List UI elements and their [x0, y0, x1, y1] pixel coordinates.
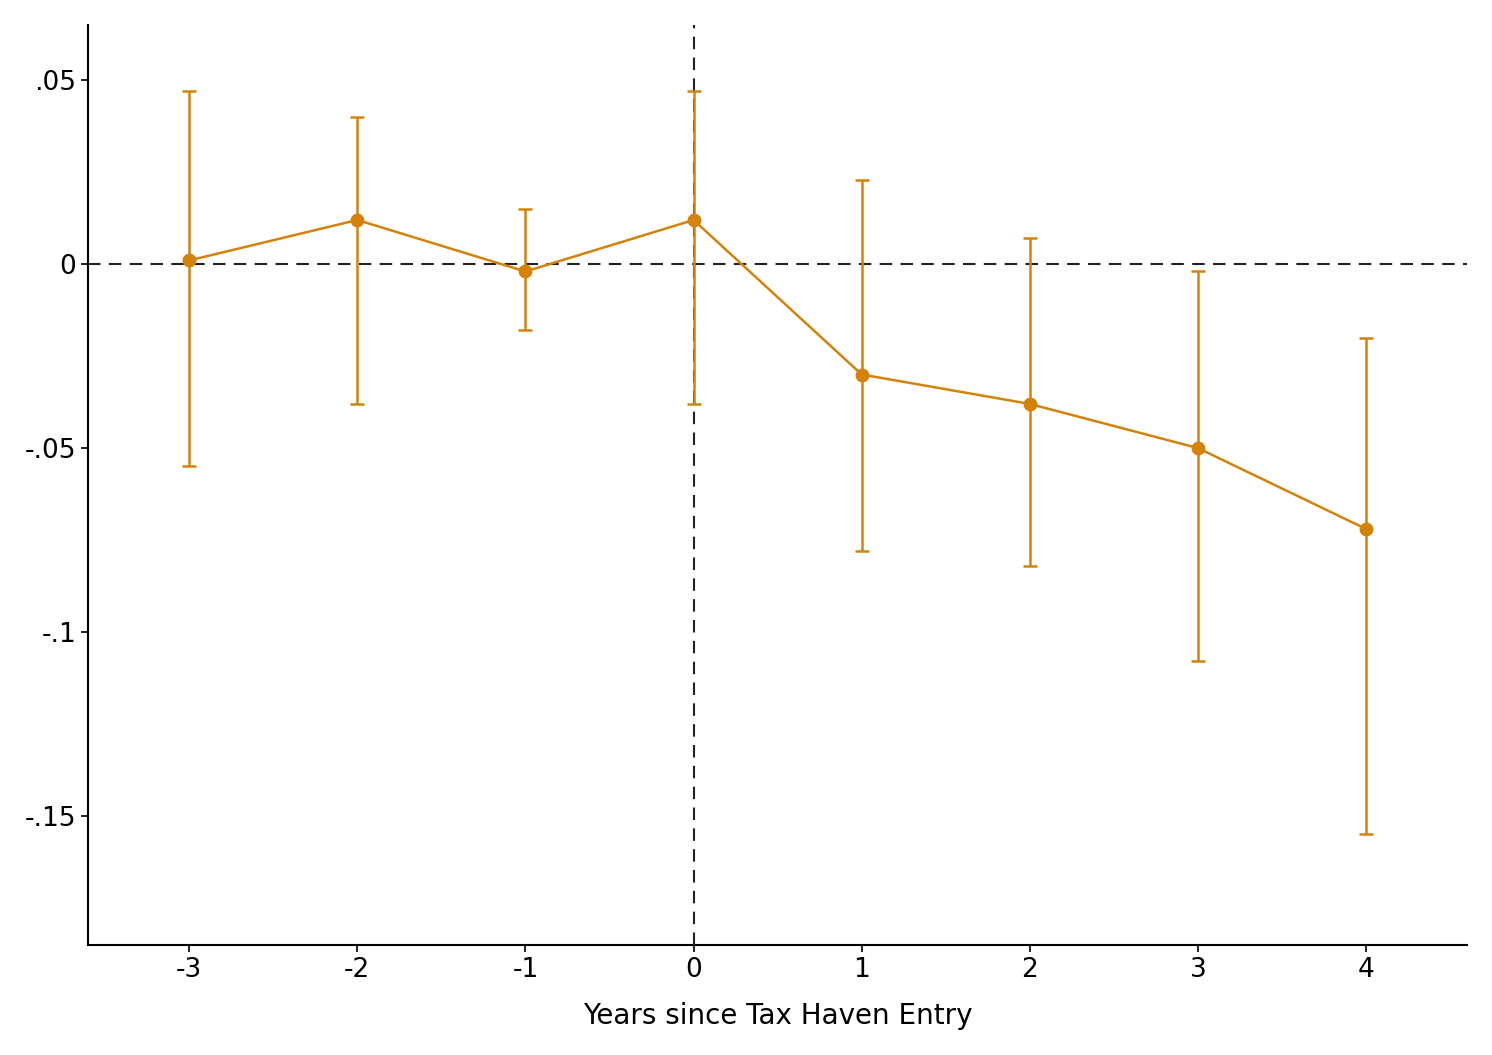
X-axis label: Years since Tax Haven Entry: Years since Tax Haven Entry [583, 1002, 973, 1030]
